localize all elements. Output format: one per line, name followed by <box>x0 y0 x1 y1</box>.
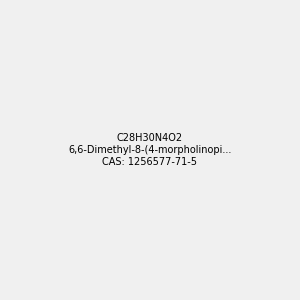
Text: C28H30N4O2
6,6-Dimethyl-8-(4-morpholinopi...
CAS: 1256577-71-5: C28H30N4O2 6,6-Dimethyl-8-(4-morpholinop… <box>68 134 232 166</box>
